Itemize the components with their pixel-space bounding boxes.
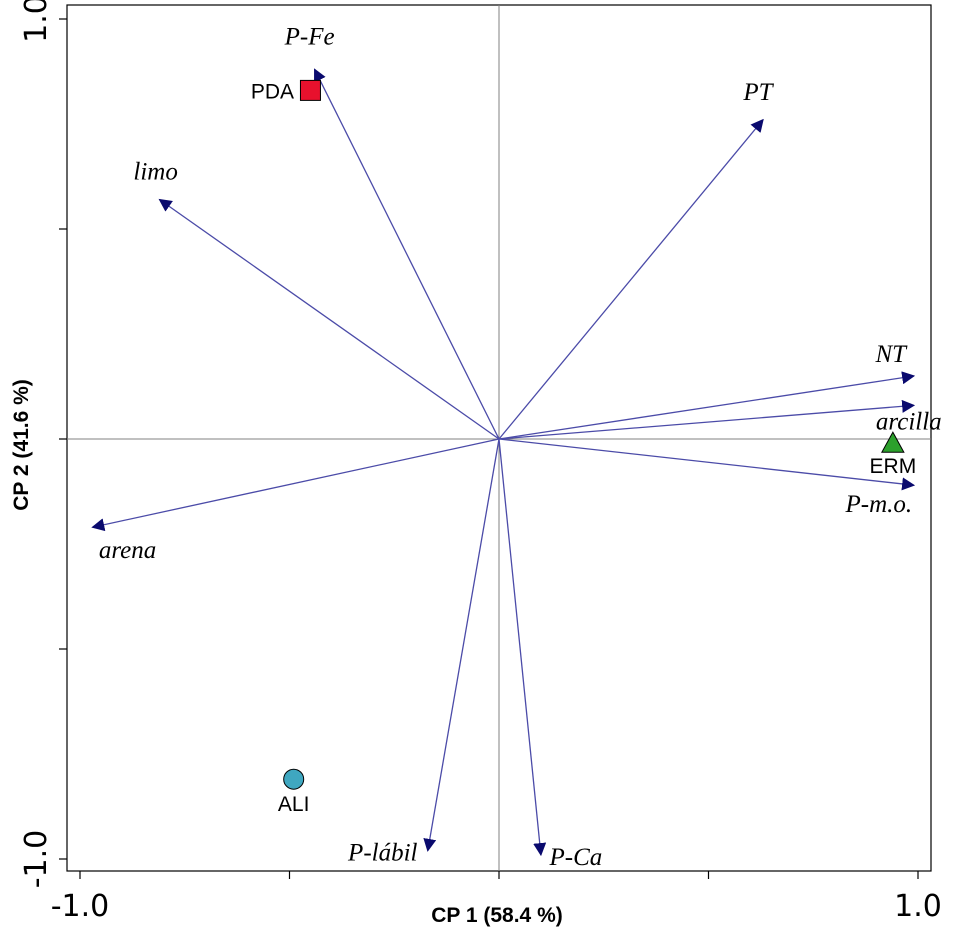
site-label-ali: ALI bbox=[278, 793, 310, 816]
x-axis-title: CP 1 (58.4 %) bbox=[431, 904, 563, 927]
vector-label-p-fe: P-Fe bbox=[284, 23, 335, 50]
vector-label-pt: PT bbox=[742, 79, 774, 106]
x-tick-label-max: 1.0 bbox=[894, 889, 942, 924]
site-marker-pda bbox=[299, 79, 321, 101]
vectors-layer: P-Fe PT limo NT arcilla P-m.o. arena P-lábil P-C… bbox=[91, 23, 942, 871]
vector-arena bbox=[91, 438, 500, 532]
vector-limo bbox=[158, 198, 500, 440]
vector-arcilla bbox=[498, 399, 916, 440]
vector-label-limo: limo bbox=[133, 159, 177, 186]
vector-p-fe bbox=[314, 68, 500, 440]
vector-label-p-m-o-: P-m.o. bbox=[844, 491, 912, 518]
vector-label-nt: NT bbox=[875, 341, 909, 368]
vector-label-p-l-bil: P-lábil bbox=[347, 840, 417, 867]
site-label-erm: ERM bbox=[870, 455, 917, 478]
vector-p-m-o- bbox=[498, 438, 916, 491]
x-tick-label-min: -1.0 bbox=[51, 889, 110, 924]
y-tick-label-max: 1.0 bbox=[19, 0, 54, 43]
site-label-pda: PDA bbox=[251, 80, 294, 103]
site-marker-erm bbox=[881, 431, 905, 453]
y-tick-label-min: -1.0 bbox=[19, 830, 54, 889]
site-marker-ali bbox=[283, 768, 305, 790]
vector-nt bbox=[498, 371, 916, 440]
vector-p-ca bbox=[498, 438, 547, 857]
vector-label-arena: arena bbox=[99, 537, 156, 564]
axis-ticks bbox=[59, 18, 919, 879]
sites-layer: PDA ERM ALI bbox=[251, 79, 917, 816]
vector-label-arcilla: arcilla bbox=[876, 408, 942, 435]
vector-label-p-ca: P-Ca bbox=[549, 844, 603, 871]
y-axis-title: CP 2 (41.6 %) bbox=[10, 379, 33, 511]
vector-pt bbox=[498, 118, 764, 440]
vector-p-l-bil bbox=[423, 438, 500, 852]
